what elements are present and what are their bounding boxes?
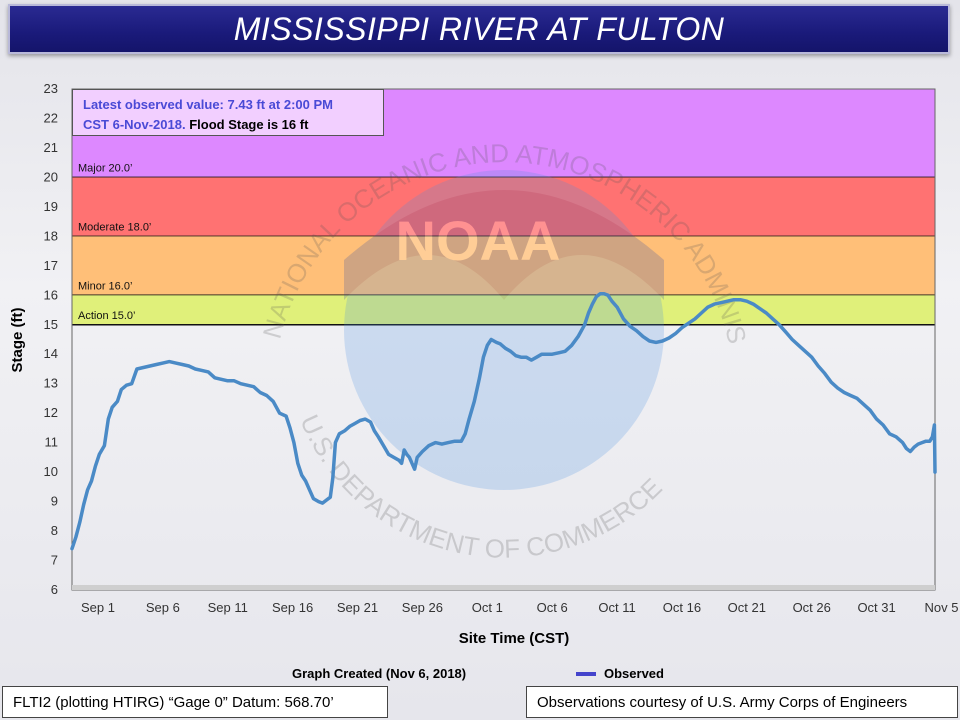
y-axis-title: Stage (ft): [9, 308, 26, 373]
x-tick-label: Sep 11: [208, 600, 248, 615]
band-label-major: Major 20.0’: [78, 162, 132, 174]
x-tick-label: Oct 21: [728, 600, 766, 615]
y-tick-label: 23: [44, 81, 58, 96]
y-tick-label: 22: [44, 110, 58, 125]
y-tick-label: 12: [44, 405, 58, 420]
y-tick-label: 15: [44, 317, 58, 332]
x-tick-label: Nov 5: [925, 600, 959, 615]
x-tick-label: Oct 26: [793, 600, 831, 615]
legend-label-observed: Observed: [604, 666, 664, 681]
datum-footer: FLTI2 (plotting HTIRG) “Gage 0” Datum: 5…: [2, 686, 388, 718]
y-tick-label: 14: [44, 346, 58, 361]
y-tick-label: 9: [51, 494, 58, 509]
y-tick-label: 11: [45, 435, 59, 450]
y-tick-label: 21: [44, 140, 58, 155]
x-axis-strip: [72, 585, 935, 590]
noaa-logo-icon: [344, 170, 664, 490]
latest-value-text: Latest observed value: 7.43 ft at 2:00 P…: [83, 97, 333, 112]
band-label-action: Action 15.0’: [78, 310, 135, 322]
graph-created: Graph Created (Nov 6, 2018): [292, 666, 467, 681]
y-tick-label: 20: [44, 169, 58, 184]
y-tick-label: 16: [44, 287, 58, 302]
x-tick-label: Sep 1: [81, 600, 115, 615]
x-tick-label: Oct 1: [472, 600, 503, 615]
noaa-logo-text: NOAA: [396, 209, 561, 272]
series-observed: [70, 292, 937, 551]
x-tick-label: Sep 6: [146, 600, 180, 615]
x-tick-label: Oct 31: [857, 600, 895, 615]
x-tick-label: Sep 21: [337, 600, 378, 615]
legend-swatch-observed: [576, 671, 596, 676]
title-bar: MISSISSIPPI RIVER AT FULTON: [8, 4, 950, 54]
band-minor: [72, 236, 935, 296]
y-tick-label: 6: [51, 582, 58, 597]
x-axis: Sep 1 Sep 6 Sep 11 Sep 16 Sep 21 Sep 26 Oct 1 O…: [81, 600, 959, 615]
latest-value-date: CST 6-Nov-2018.: [83, 117, 186, 132]
y-tick-label: 19: [44, 199, 58, 214]
x-tick-label: Sep 16: [272, 600, 313, 615]
page-title: MISSISSIPPI RIVER AT FULTON: [233, 10, 725, 47]
y-tick-label: 7: [51, 553, 58, 568]
x-tick-label: Sep 26: [402, 600, 443, 615]
flood-bands: Major 20.0’ Moderate 18.0’ Minor 16.0’ Acti…: [72, 89, 935, 326]
y-tick-label: 18: [44, 228, 58, 243]
y-tick-label: 17: [44, 258, 58, 273]
flood-stage-text: Flood Stage is 16 ft: [189, 117, 309, 132]
y-tick-label: 8: [51, 523, 58, 538]
y-tick-label: 10: [44, 464, 58, 479]
y-tick-label: 13: [44, 376, 58, 391]
band-moderate: [72, 177, 935, 237]
observed-line: [70, 292, 937, 551]
x-axis-title: Site Time (CST): [459, 630, 570, 647]
courtesy-footer: Observations courtesy of U.S. Army Corps…: [526, 686, 958, 718]
legend: Observed: [576, 666, 664, 681]
band-action: [72, 295, 935, 325]
band-label-minor: Minor 16.0’: [78, 280, 132, 292]
noaa-gull-icon: [344, 190, 664, 300]
x-tick-label: Oct 6: [537, 600, 568, 615]
y-axis: 6 7 8 9 10 11 12 13 14 15 16 17 18 19 20 21 22 23: [44, 81, 58, 597]
latest-value-box: Latest observed value: 7.43 ft at 2:00 P…: [72, 89, 384, 136]
x-tick-label: Oct 16: [663, 600, 701, 615]
x-tick-label: Oct 11: [598, 600, 635, 615]
band-label-moderate: Moderate 18.0’: [78, 221, 151, 233]
